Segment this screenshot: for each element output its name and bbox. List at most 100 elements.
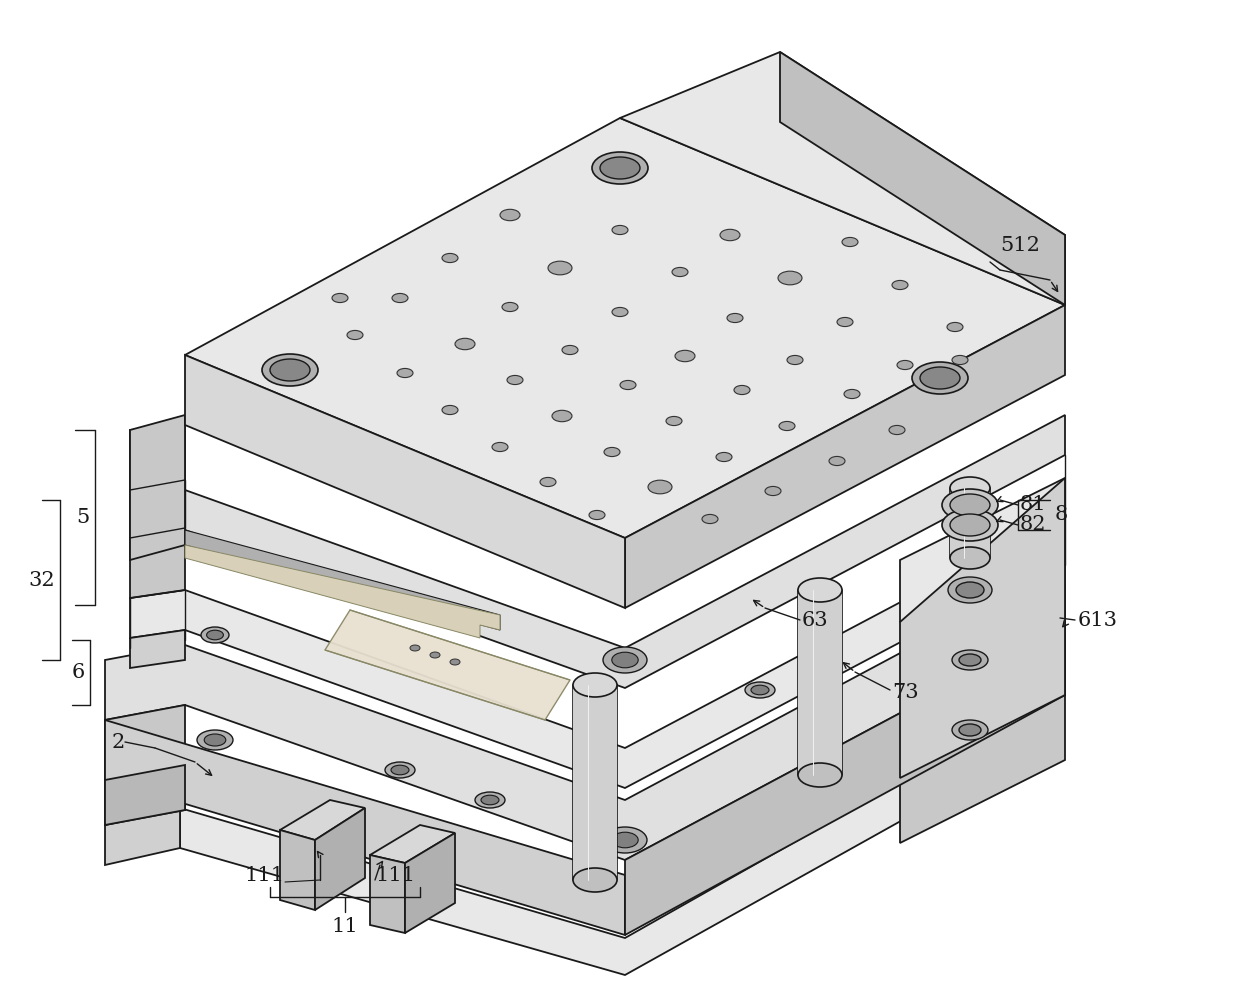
Ellipse shape (787, 355, 804, 365)
Ellipse shape (949, 577, 992, 603)
Polygon shape (105, 808, 180, 865)
Ellipse shape (455, 338, 475, 349)
Polygon shape (370, 825, 455, 863)
Ellipse shape (920, 367, 960, 389)
Ellipse shape (475, 792, 505, 808)
Polygon shape (900, 585, 1065, 778)
Text: 2: 2 (112, 733, 125, 751)
Ellipse shape (777, 271, 802, 284)
Ellipse shape (603, 827, 647, 853)
Ellipse shape (889, 426, 905, 435)
Ellipse shape (799, 763, 842, 787)
Ellipse shape (573, 868, 618, 892)
Ellipse shape (548, 261, 572, 275)
Ellipse shape (672, 268, 688, 277)
Text: 111: 111 (244, 866, 285, 885)
Ellipse shape (959, 724, 981, 736)
Polygon shape (325, 610, 570, 720)
Ellipse shape (952, 650, 988, 670)
Text: 63: 63 (802, 610, 828, 630)
Text: 32: 32 (29, 571, 55, 590)
Polygon shape (130, 530, 185, 598)
Ellipse shape (952, 355, 968, 365)
Text: 73: 73 (892, 683, 919, 701)
Polygon shape (105, 765, 185, 825)
Ellipse shape (844, 389, 861, 398)
Polygon shape (130, 425, 185, 498)
Ellipse shape (441, 253, 458, 263)
Ellipse shape (950, 494, 990, 516)
Ellipse shape (392, 293, 408, 302)
Ellipse shape (620, 381, 636, 389)
Ellipse shape (397, 369, 413, 378)
Ellipse shape (611, 652, 639, 668)
Ellipse shape (666, 417, 682, 426)
Polygon shape (280, 800, 365, 840)
Ellipse shape (842, 237, 858, 246)
Ellipse shape (589, 510, 605, 520)
Ellipse shape (562, 345, 578, 354)
Polygon shape (180, 720, 1011, 975)
Ellipse shape (441, 405, 458, 415)
Polygon shape (185, 530, 500, 630)
Ellipse shape (897, 360, 913, 370)
Polygon shape (130, 630, 185, 668)
Ellipse shape (500, 209, 520, 221)
Ellipse shape (892, 281, 908, 289)
Ellipse shape (702, 514, 718, 524)
Ellipse shape (765, 487, 781, 495)
Text: 613: 613 (1078, 610, 1118, 630)
Ellipse shape (347, 331, 363, 339)
Ellipse shape (952, 720, 988, 740)
Ellipse shape (507, 376, 523, 385)
Ellipse shape (481, 796, 498, 804)
Text: 5: 5 (77, 508, 91, 527)
Ellipse shape (649, 480, 672, 493)
Ellipse shape (613, 226, 627, 234)
Polygon shape (130, 415, 1065, 688)
Polygon shape (780, 52, 1065, 305)
Text: 6: 6 (72, 663, 86, 682)
Polygon shape (625, 305, 1065, 608)
Ellipse shape (384, 762, 415, 778)
Polygon shape (105, 565, 1065, 860)
Polygon shape (185, 545, 500, 638)
Polygon shape (900, 478, 1065, 778)
Polygon shape (625, 625, 1065, 935)
Polygon shape (900, 585, 1065, 843)
Ellipse shape (959, 654, 981, 666)
Text: 512: 512 (999, 236, 1040, 255)
Polygon shape (799, 590, 842, 775)
Ellipse shape (779, 422, 795, 431)
Ellipse shape (675, 350, 694, 362)
Ellipse shape (911, 362, 968, 394)
Ellipse shape (950, 514, 990, 536)
Ellipse shape (950, 477, 990, 499)
Ellipse shape (720, 230, 740, 240)
Ellipse shape (715, 452, 732, 461)
Text: 8: 8 (1055, 505, 1068, 525)
Ellipse shape (591, 152, 649, 184)
Polygon shape (620, 52, 1065, 305)
Ellipse shape (450, 659, 460, 665)
Ellipse shape (837, 318, 853, 327)
Text: 111: 111 (374, 866, 415, 885)
Ellipse shape (201, 627, 229, 643)
Ellipse shape (430, 652, 440, 658)
Ellipse shape (734, 386, 750, 394)
Text: 82: 82 (1021, 515, 1047, 535)
Polygon shape (280, 830, 315, 910)
Polygon shape (900, 478, 1065, 622)
Ellipse shape (942, 489, 998, 521)
Ellipse shape (552, 410, 572, 422)
Ellipse shape (956, 582, 985, 598)
Ellipse shape (947, 323, 963, 332)
Polygon shape (405, 833, 455, 933)
Ellipse shape (207, 630, 223, 640)
Ellipse shape (751, 685, 769, 695)
Polygon shape (105, 720, 625, 935)
Ellipse shape (942, 509, 998, 541)
Polygon shape (105, 705, 185, 825)
Polygon shape (950, 488, 990, 558)
Ellipse shape (600, 157, 640, 179)
